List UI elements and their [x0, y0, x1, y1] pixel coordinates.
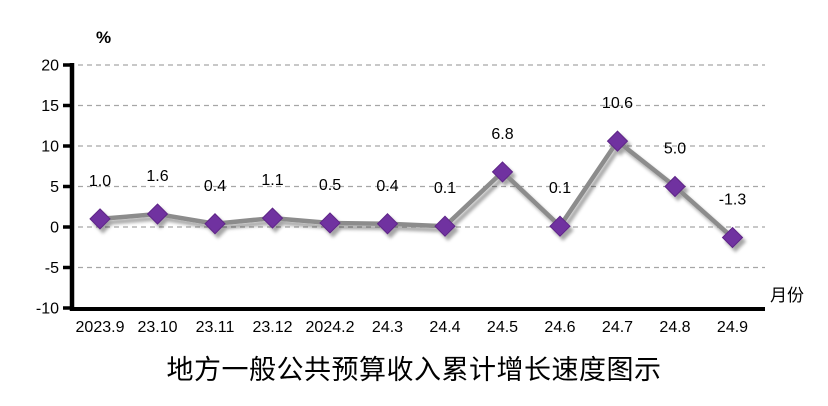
data-point-label: 0.4: [204, 178, 226, 195]
data-point-label: 0.5: [319, 177, 341, 194]
data-point-label: 10.6: [602, 95, 633, 112]
y-tick-label: -10: [36, 301, 59, 318]
data-point-label: 1.0: [89, 173, 111, 190]
x-tick-label: 24.9: [717, 319, 748, 336]
series-line: [97, 138, 735, 240]
y-tick-label: 20: [41, 58, 59, 75]
data-point-marker: [549, 215, 571, 237]
x-tick-label: 24.4: [429, 319, 460, 336]
y-tick-label: 0: [50, 220, 59, 237]
y-tick-label: -5: [45, 260, 59, 277]
data-point-label: 6.8: [491, 126, 513, 143]
data-point-marker: [606, 130, 629, 152]
data-point-label: 0.1: [549, 180, 571, 197]
x-tick-label: 2024.2: [306, 319, 355, 336]
data-point-marker: [204, 213, 226, 235]
data-point-marker: [491, 161, 514, 183]
series-group: [89, 130, 744, 249]
x-tick-label: 23.11: [196, 319, 235, 336]
x-tick-label: 24.7: [602, 319, 633, 336]
x-tick-label: 24.8: [659, 319, 690, 336]
x-tick-label: 2023.9: [76, 319, 125, 336]
x-tick-label: 24.6: [544, 319, 575, 336]
data-point-label: 5.0: [664, 141, 686, 158]
data-point-marker: [319, 212, 341, 234]
chart-title: 地方一般公共预算收入累计增长速度图示: [166, 355, 662, 385]
data-point-label: -1.3: [719, 192, 747, 209]
data-point-label: 1.6: [146, 168, 168, 185]
data-point-label: 0.1: [434, 180, 456, 197]
x-axis-title: 月份: [770, 286, 804, 305]
data-point-marker: [261, 207, 284, 229]
y-tick-label: 15: [41, 98, 59, 115]
data-point-marker: [664, 175, 686, 198]
x-tick-label: 24.5: [487, 319, 518, 336]
data-point-marker: [89, 208, 111, 230]
x-tick-label: 23.10: [137, 319, 177, 336]
data-point-marker: [434, 215, 456, 237]
y-tick-label: 10: [41, 139, 59, 156]
data-point-marker: [721, 226, 744, 249]
y-tick-label: 5: [50, 179, 59, 196]
x-tick-label: 23.12: [252, 319, 292, 336]
data-point-marker: [146, 203, 169, 225]
data-point-label: 1.1: [261, 172, 283, 189]
data-point-label: 0.4: [376, 178, 398, 195]
y-axis-unit-label: %: [96, 28, 112, 47]
x-tick-label: 24.3: [372, 319, 403, 336]
data-point-marker: [376, 213, 399, 235]
